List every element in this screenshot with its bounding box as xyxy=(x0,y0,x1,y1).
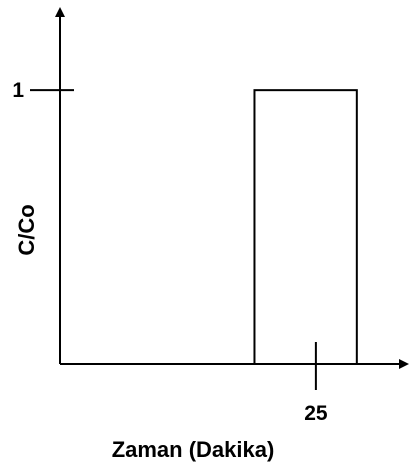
y-tick-label: 1 xyxy=(12,79,24,102)
x-tick-label: 25 xyxy=(304,402,328,425)
y-axis-label: C/Co xyxy=(14,204,39,255)
pulse-bar xyxy=(253,89,358,366)
x-axis-label: Zaman (Dakika) xyxy=(112,437,275,462)
